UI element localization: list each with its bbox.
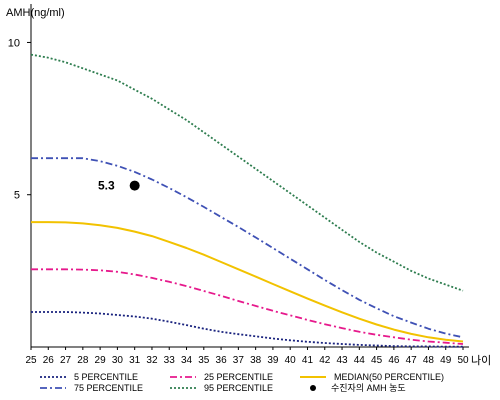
legend-label-5-percentile: 5 PERCENTILE — [74, 372, 138, 382]
legend: 5 PERCENTILE 25 PERCENTILE MEDIAN(50 PERCE… — [40, 372, 444, 393]
x-tick-label: 28 — [77, 355, 89, 366]
x-tick-label: 30 — [112, 355, 124, 366]
patient-amh-point — [129, 180, 140, 191]
x-tick-label: 41 — [302, 355, 314, 366]
x-tick-label: 42 — [319, 355, 331, 366]
x-tick-label: 40 — [285, 355, 297, 366]
series-line-95-percentile — [30, 53, 464, 292]
series-line-5-percentile — [31, 311, 463, 348]
x-tick-label: 25 — [25, 355, 37, 366]
x-tick-label: 48 — [423, 355, 435, 366]
x-tick-label: 26 — [43, 355, 55, 366]
y-tick-label: 5 — [14, 190, 20, 202]
series-layer — [30, 53, 464, 348]
legend-label-patient-amh: 수진자의 AMH 농도 — [331, 383, 406, 393]
series-line-median-50-percentile — [31, 221, 464, 343]
legend-marker-patient-amh — [310, 385, 316, 391]
x-tick-label: 39 — [267, 355, 279, 366]
series-line-25-percentile — [31, 268, 464, 345]
x-tick-label: 27 — [60, 355, 72, 366]
x-tick-label: 29 — [95, 355, 107, 366]
series-line-75-percentile — [31, 157, 464, 339]
x-tick-label: 31 — [129, 355, 141, 366]
marker-layer: 5.3 — [98, 179, 140, 193]
x-tick-label: 50 — [457, 355, 469, 366]
x-tick-label: 47 — [406, 355, 418, 366]
x-tick-label: 34 — [181, 355, 193, 366]
legend-label-75-percentile: 75 PERCENTILE — [74, 383, 143, 393]
y-axis-label: AMH(ng/ml) — [6, 7, 65, 19]
legend-label-median-50-percentile: MEDIAN(50 PERCENTILE) — [334, 372, 444, 382]
x-tick-label: 44 — [354, 355, 366, 366]
legend-label-95-percentile: 95 PERCENTILE — [204, 383, 273, 393]
x-tick-label: 37 — [233, 355, 245, 366]
legend-label-25-percentile: 25 PERCENTILE — [204, 372, 273, 382]
x-tick-label: 46 — [388, 355, 400, 366]
x-tick-label: 49 — [440, 355, 452, 366]
patient-amh-value-label: 5.3 — [98, 179, 115, 193]
x-tick-label: 45 — [371, 355, 383, 366]
x-tick-label: 35 — [198, 355, 210, 366]
y-tick-label: 10 — [8, 37, 20, 49]
axes: AMH(ng/ml) 5 10 25 26 27 28 29 30 31 32 33 34 35 36 37 3… — [6, 4, 491, 367]
x-tick-label: 33 — [164, 355, 176, 366]
x-tick-label: 43 — [336, 355, 348, 366]
x-tick-label: 32 — [146, 355, 158, 366]
x-tick-label: 38 — [250, 355, 262, 366]
x-tick-label: 36 — [216, 355, 228, 366]
x-axis-label: 나이 — [471, 354, 491, 367]
